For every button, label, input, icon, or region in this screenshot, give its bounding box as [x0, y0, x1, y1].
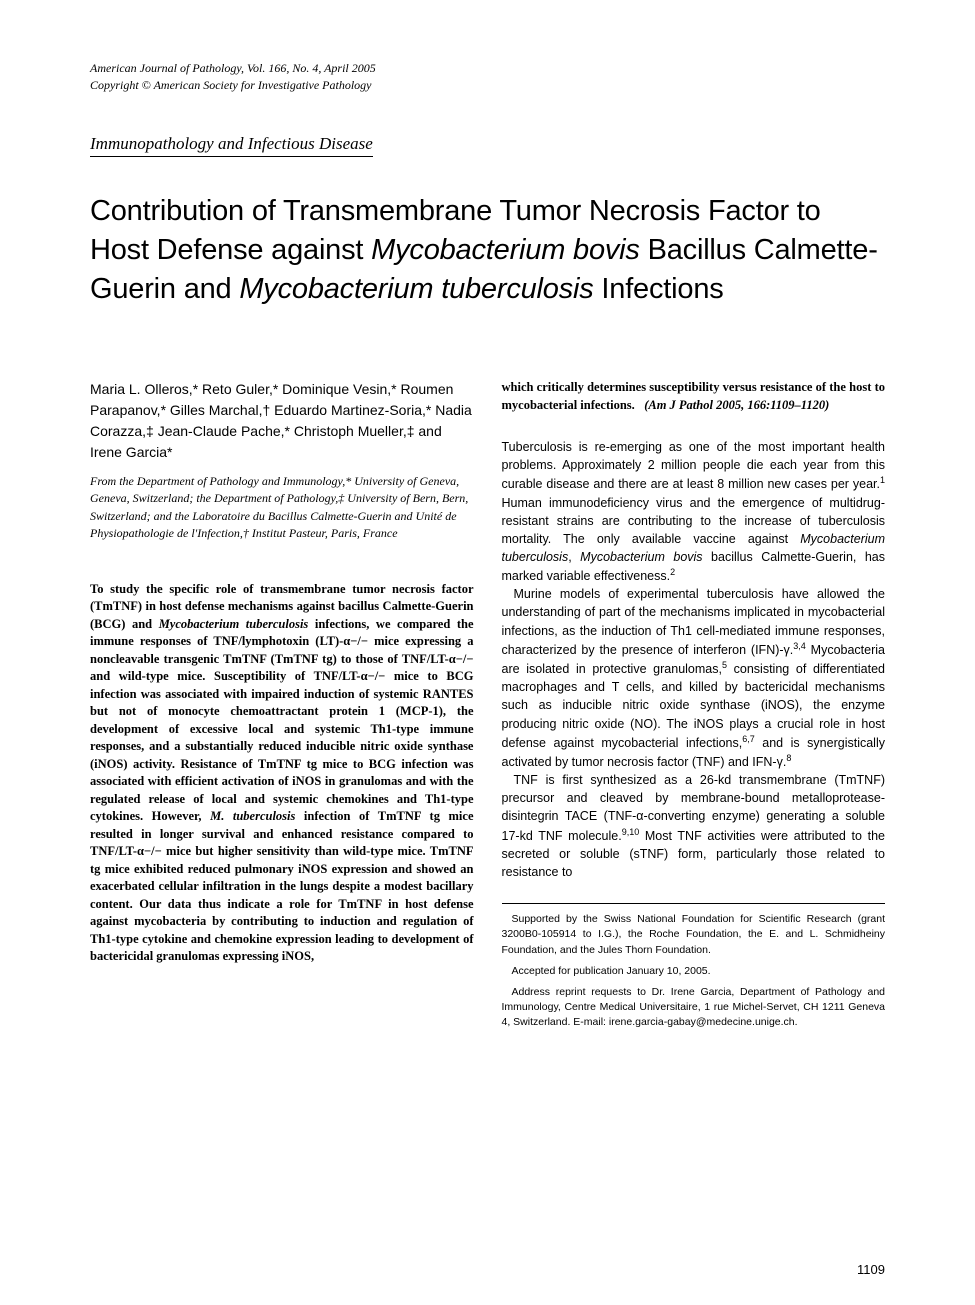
article-title: Contribution of Transmembrane Tumor Necr… — [90, 192, 885, 309]
ref-sup: 1 — [880, 475, 885, 485]
abstract-ital1: Mycobacterium tuberculosis — [159, 617, 309, 631]
footnote-accepted: Accepted for publication January 10, 200… — [502, 964, 886, 979]
footnote-reprints: Address reprint requests to Dr. Irene Ga… — [502, 985, 886, 1031]
section-label: Immunopathology and Infectious Disease — [90, 134, 373, 157]
title-part3: Infections — [594, 273, 724, 305]
body-p1c: , — [568, 550, 580, 564]
footnote-funding: Supported by the Swiss National Foundati… — [502, 912, 886, 958]
abstract-ital2: M. tuberculosis — [210, 809, 295, 823]
ref-sup: 3,4 — [793, 641, 806, 651]
affiliations-block: From the Department of Pathology and Imm… — [90, 473, 474, 543]
ref-sup: 6,7 — [742, 734, 755, 744]
body-p1: Tuberculosis is re-emerging as one of th… — [502, 438, 886, 585]
body-p1-ital2: Mycobacterium bovis — [580, 550, 702, 564]
body-p3: TNF is first synthesized as a 26-kd tran… — [502, 771, 886, 881]
two-column-layout: Maria L. Olleros,* Reto Guler,* Dominiqu… — [90, 379, 885, 1037]
authors-block: Maria L. Olleros,* Reto Guler,* Dominiqu… — [90, 379, 474, 463]
footnotes-block: Supported by the Swiss National Foundati… — [502, 903, 886, 1031]
ref-sup: 8 — [786, 753, 791, 763]
copyright-line: Copyright © American Society for Investi… — [90, 77, 885, 94]
ref-sup: 9,10 — [622, 827, 640, 837]
title-ital2: Mycobacterium tuberculosis — [239, 273, 593, 305]
journal-header: American Journal of Pathology, Vol. 166,… — [90, 60, 885, 94]
abstract-continuation: which critically determines susceptibili… — [502, 379, 886, 414]
ref-sup: 2 — [670, 567, 675, 577]
abstract-p1c: infection of TmTNF tg mice resulted in l… — [90, 809, 474, 963]
abstract-citation: (Am J Pathol 2005, 166:1109–1120) — [644, 398, 829, 412]
title-ital1: Mycobacterium bovis — [371, 234, 640, 266]
abstract-block: To study the specific role of transmembr… — [90, 581, 474, 966]
page-number: 1109 — [857, 1262, 885, 1277]
abstract-p1b: infections, we compared the immune respo… — [90, 617, 474, 824]
body-p2: Murine models of experimental tuberculos… — [502, 585, 886, 771]
right-column: which critically determines susceptibili… — [502, 379, 886, 1037]
body-p1a: Tuberculosis is re-emerging as one of th… — [502, 440, 886, 491]
body-text: Tuberculosis is re-emerging as one of th… — [502, 438, 886, 881]
left-column: Maria L. Olleros,* Reto Guler,* Dominiqu… — [90, 379, 474, 1037]
journal-citation: American Journal of Pathology, Vol. 166,… — [90, 60, 885, 77]
